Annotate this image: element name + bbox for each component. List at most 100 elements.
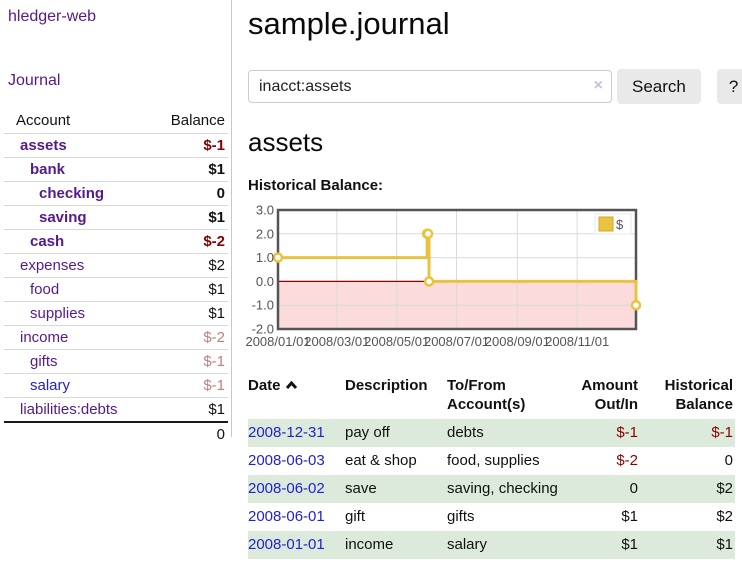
account-balance: 0 xyxy=(216,185,225,202)
transaction-accounts: debts xyxy=(447,424,484,441)
clear-search-icon[interactable]: × xyxy=(593,77,603,94)
transaction-row[interactable]: 2008-06-02 save saving, checking 0 $2 xyxy=(248,475,735,503)
accounts-total-row: 0 xyxy=(4,422,228,446)
data-point-marker xyxy=(422,228,434,240)
transaction-date-link[interactable]: 2008-06-01 xyxy=(248,508,325,525)
transaction-date: 2008-01-01 xyxy=(248,531,345,559)
search-input[interactable] xyxy=(248,70,612,103)
transaction-date: 2008-06-01 xyxy=(248,503,345,531)
transaction-amount: $-1 xyxy=(616,424,638,441)
x-axis-tick-label: 2008/05/01 xyxy=(364,334,429,349)
account-balance: $1 xyxy=(208,401,225,418)
x-axis-tick-label: 2008/07/01 xyxy=(424,334,489,349)
account-row: supplies $1 xyxy=(4,301,228,326)
account-balance: $-1 xyxy=(203,137,225,154)
account-row: income $-2 xyxy=(4,325,228,350)
account-link[interactable]: liabilities:debts xyxy=(20,401,118,418)
sort-ascending-icon xyxy=(285,376,298,395)
account-balance: $1 xyxy=(208,281,225,298)
description-column-header: Description xyxy=(345,377,428,394)
account-heading: assets xyxy=(248,127,324,157)
account-row: expenses $2 xyxy=(4,253,228,278)
date-column-header[interactable]: Date xyxy=(248,373,345,419)
chart-label: Historical Balance: xyxy=(248,177,384,194)
account-row: liabilities:debts $1 xyxy=(4,397,228,423)
account-balance: $1 xyxy=(208,209,225,226)
transaction-accounts: saving, checking xyxy=(447,480,558,497)
x-axis-tick-label: 2008/01/01 xyxy=(245,334,310,349)
account-link[interactable]: salary xyxy=(30,377,71,394)
y-axis-tick-label: 3.0 xyxy=(256,203,274,218)
transaction-date: 2008-06-02 xyxy=(248,475,345,503)
transaction-row[interactable]: 2008-06-01 gift gifts $1 $2 xyxy=(248,503,735,531)
transaction-row[interactable]: 2008-06-03 eat & shop food, supplies $-2 0 xyxy=(248,447,735,475)
balance-column-header: Balance xyxy=(170,112,225,129)
account-link[interactable]: gifts xyxy=(30,353,58,370)
y-axis-tick-label: -1.0 xyxy=(252,298,274,313)
transaction-description: pay off xyxy=(345,424,390,441)
y-axis-tick-label: 0.0 xyxy=(256,274,274,289)
transaction-accounts: food, supplies xyxy=(447,452,540,469)
account-link[interactable]: cash xyxy=(30,233,65,250)
transaction-description: income xyxy=(345,536,394,553)
account-balance: $1 xyxy=(208,161,225,178)
transaction-amount: $-2 xyxy=(616,452,638,469)
amount-column-header: Amount Out/In xyxy=(581,377,638,413)
x-axis-tick-label: 2008/11/01 xyxy=(545,334,609,349)
transaction-date-link[interactable]: 2008-06-02 xyxy=(248,480,325,497)
app-title-link[interactable]: hledger-web xyxy=(8,8,97,25)
transaction-date-link[interactable]: 2008-12-31 xyxy=(248,424,325,441)
transaction-amount: $1 xyxy=(621,508,638,525)
account-link[interactable]: saving xyxy=(39,209,87,226)
account-balance: $2 xyxy=(208,257,225,274)
balance-column-header-txns: Historical Balance xyxy=(664,377,733,413)
account-balance: $-2 xyxy=(203,233,225,250)
search-button[interactable]: Search xyxy=(617,69,701,104)
help-button[interactable]: ? xyxy=(716,69,742,104)
accounts-table: Account Balance assets $-1 bank $1 checking 0… xyxy=(4,108,228,446)
balance-chart-svg: 3.0 2.0 1.0 0.0 -1.0 -2.02008/01/012008/03/01… xyxy=(245,203,642,349)
transactions-header-row: Date Description To/From Account(s) Amou… xyxy=(248,373,735,419)
search-input-wrap: × xyxy=(248,70,612,103)
account-link[interactable]: assets xyxy=(20,137,67,154)
transaction-description: eat & shop xyxy=(345,452,417,469)
account-link[interactable]: checking xyxy=(39,185,105,202)
data-point-marker xyxy=(630,299,642,311)
total-balance: 0 xyxy=(216,426,225,443)
data-point-marker xyxy=(423,276,435,287)
search-form: × Search ? xyxy=(248,69,742,104)
account-row: assets $-1 xyxy=(4,133,228,158)
x-axis-tick-label: 2008/03/01 xyxy=(304,334,369,349)
transaction-description: save xyxy=(345,480,377,497)
transaction-amount: 0 xyxy=(629,480,638,497)
account-link[interactable]: income xyxy=(20,329,69,346)
transaction-date: 2008-12-31 xyxy=(248,419,345,447)
account-row: bank $1 xyxy=(4,157,228,182)
legend-label: $ xyxy=(616,217,624,232)
transaction-balance: $-1 xyxy=(711,424,733,441)
transaction-description: gift xyxy=(345,508,366,525)
account-balance: $-1 xyxy=(203,377,225,394)
account-link[interactable]: food xyxy=(30,281,60,298)
transaction-balance: $1 xyxy=(716,536,733,553)
transaction-date-link[interactable]: 2008-01-01 xyxy=(248,536,325,553)
accounts-column-header: To/From Account(s) xyxy=(447,377,526,413)
transaction-date-link[interactable]: 2008-06-03 xyxy=(248,452,325,469)
account-row: gifts $-1 xyxy=(4,349,228,374)
sidebar-item-journal[interactable]: Journal xyxy=(8,72,61,89)
account-link[interactable]: expenses xyxy=(20,257,85,274)
main-content: sample.journal × Search ? assets Histori… xyxy=(232,0,742,582)
account-row: food $1 xyxy=(4,277,228,302)
transaction-row[interactable]: 2008-12-31 pay off debts $-1 $-1 xyxy=(248,419,735,447)
historical-balance-chart: 3.0 2.0 1.0 0.0 -1.0 -2.0 2008/01/01 2008/03/01… xyxy=(245,203,742,360)
total-spacer xyxy=(4,422,143,446)
transaction-row[interactable]: 2008-01-01 income salary $1 $1 xyxy=(248,531,735,559)
account-link[interactable]: supplies xyxy=(30,305,86,322)
y-axis-tick-label: 2.0 xyxy=(256,226,274,241)
account-balance: $1 xyxy=(208,305,225,322)
transaction-date: 2008-06-03 xyxy=(248,447,345,475)
transaction-amount: $1 xyxy=(621,536,638,553)
account-link[interactable]: bank xyxy=(30,161,66,178)
legend-swatch xyxy=(598,216,614,232)
account-balance: $-1 xyxy=(203,353,225,370)
